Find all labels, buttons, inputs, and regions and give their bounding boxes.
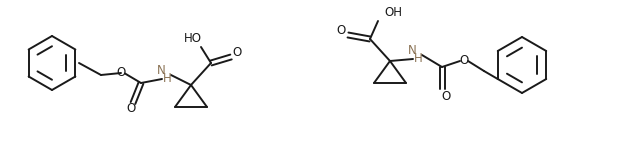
Text: N: N xyxy=(408,43,417,56)
Text: O: O xyxy=(460,55,469,67)
Text: O: O xyxy=(126,103,136,116)
Text: O: O xyxy=(442,90,451,103)
Text: HO: HO xyxy=(184,32,202,45)
Text: O: O xyxy=(233,47,242,59)
Text: H: H xyxy=(163,72,171,85)
Text: H: H xyxy=(413,53,422,66)
Text: O: O xyxy=(117,66,126,79)
Text: O: O xyxy=(337,24,345,37)
Text: N: N xyxy=(156,64,165,77)
Text: OH: OH xyxy=(384,6,402,19)
